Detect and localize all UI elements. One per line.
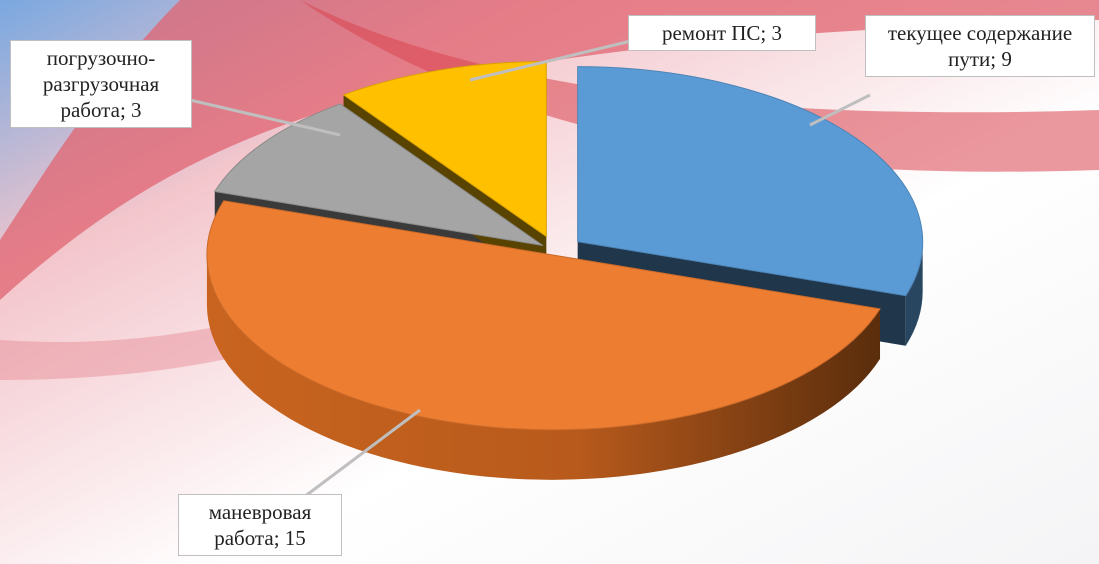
- slice-wall: [206, 254, 881, 480]
- slice-wall: [905, 241, 923, 346]
- leader-line: [469, 38, 636, 82]
- leader-line: [299, 408, 421, 502]
- slice: [342, 60, 547, 238]
- pie: [206, 60, 924, 480]
- slice: [206, 200, 881, 431]
- data-label: маневровая работа; 15: [178, 494, 342, 556]
- decor: [0, 300, 330, 380]
- data-label: текущее содержание пути; 9: [865, 15, 1095, 77]
- slice: [213, 103, 544, 247]
- data-label: погрузочно-разгрузочная работа; 3: [10, 40, 192, 128]
- decor: [0, 0, 1099, 300]
- slice: [577, 66, 924, 297]
- decor: [300, 0, 1099, 172]
- leader-line: [189, 98, 341, 137]
- data-label: ремонт ПС; 3: [628, 15, 816, 51]
- leader-line: [809, 93, 871, 127]
